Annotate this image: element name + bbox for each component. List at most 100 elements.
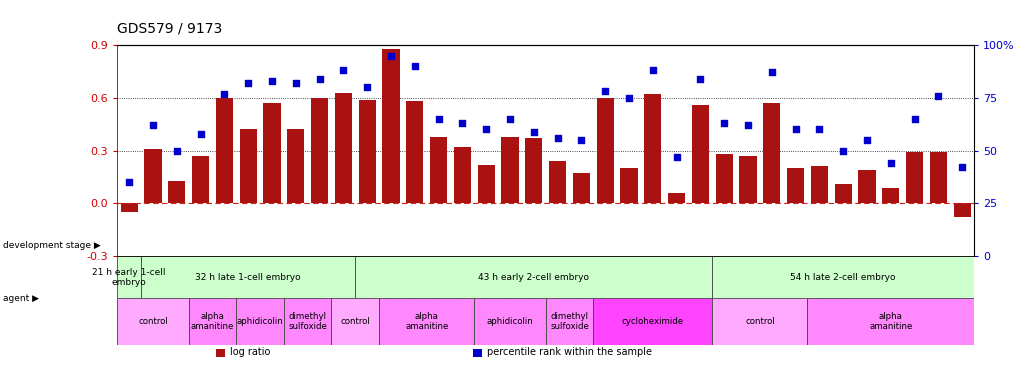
Bar (573, 174, 589, 203)
Bar (929, 152, 946, 203)
Bar (739, 156, 756, 203)
Bar (406, 101, 423, 203)
Text: log ratio: log ratio (230, 347, 270, 357)
Point (692, 76, 708, 82)
Text: cycloheximide: cycloheximide (622, 317, 683, 326)
Point (478, 126, 494, 132)
Point (763, 69, 780, 75)
Point (335, 68, 352, 74)
Bar (807, 298, 973, 345)
Text: 54 h late 2-cell embryo: 54 h late 2-cell embryo (790, 273, 895, 282)
Bar (216, 98, 232, 203)
Bar (620, 168, 637, 203)
Bar (501, 136, 518, 203)
Text: alpha
amanitine: alpha amanitine (868, 312, 912, 331)
Bar (283, 298, 331, 345)
Point (193, 131, 209, 137)
Point (407, 63, 423, 69)
Bar (382, 48, 399, 203)
Bar (525, 138, 542, 203)
Text: 32 h late 1-cell embryo: 32 h late 1-cell embryo (196, 273, 301, 282)
Point (216, 91, 232, 97)
Bar (379, 298, 474, 345)
Point (311, 76, 327, 82)
Bar (189, 298, 236, 345)
Text: aphidicolin: aphidicolin (236, 317, 283, 326)
Bar (192, 156, 209, 203)
Point (525, 129, 541, 135)
Bar (858, 170, 874, 203)
Bar (834, 184, 851, 203)
Point (168, 148, 184, 154)
Point (549, 135, 566, 141)
Bar (168, 180, 185, 203)
Text: control: control (340, 317, 370, 326)
Bar (715, 154, 732, 203)
Bar (711, 298, 807, 345)
Bar (216, 349, 225, 357)
Point (787, 126, 803, 132)
Point (121, 179, 138, 185)
Text: 43 h early 2-cell embryo: 43 h early 2-cell embryo (478, 273, 589, 282)
Bar (263, 103, 280, 203)
Bar (881, 188, 899, 203)
Point (596, 88, 612, 94)
Text: aphidicolin: aphidicolin (486, 317, 533, 326)
Bar (545, 298, 593, 345)
Bar (120, 203, 138, 212)
Bar (548, 161, 566, 203)
Bar (311, 98, 328, 203)
Bar (453, 147, 471, 203)
Bar (473, 349, 482, 357)
Bar (711, 256, 973, 298)
Point (264, 78, 280, 84)
Bar (810, 166, 827, 203)
Bar (787, 168, 803, 203)
Point (501, 116, 518, 122)
Bar (239, 129, 257, 203)
Point (953, 165, 969, 171)
Bar (141, 256, 355, 298)
Bar (117, 256, 141, 298)
Point (810, 126, 826, 132)
Point (145, 122, 161, 128)
Text: percentile rank within the sample: percentile rank within the sample (487, 347, 652, 357)
Text: alpha
amanitine: alpha amanitine (191, 312, 234, 331)
Bar (905, 152, 922, 203)
Text: GDS579 / 9173: GDS579 / 9173 (117, 22, 222, 36)
Bar (331, 298, 379, 345)
Point (881, 160, 898, 166)
Text: dimethyl
sulfoxide: dimethyl sulfoxide (549, 312, 588, 331)
Bar (236, 298, 283, 345)
Bar (691, 105, 708, 203)
Text: agent ▶: agent ▶ (3, 294, 39, 303)
Bar (474, 298, 545, 345)
Point (239, 80, 256, 86)
Point (287, 80, 304, 86)
Bar (430, 136, 446, 203)
Point (621, 95, 637, 101)
Point (430, 116, 446, 122)
Point (929, 93, 946, 99)
Point (382, 53, 398, 58)
Point (453, 120, 470, 126)
Bar (355, 256, 711, 298)
Bar (596, 98, 613, 203)
Bar (667, 193, 685, 203)
Point (667, 154, 684, 160)
Text: control: control (138, 317, 168, 326)
Point (739, 122, 755, 128)
Bar (644, 94, 660, 203)
Text: 21 h early 1-cell
embryо: 21 h early 1-cell embryо (93, 268, 166, 287)
Bar (762, 103, 780, 203)
Text: development stage ▶: development stage ▶ (3, 241, 101, 250)
Bar (117, 298, 189, 345)
Point (906, 116, 922, 122)
Text: alpha
amanitine: alpha amanitine (405, 312, 448, 331)
Point (359, 84, 375, 90)
Bar (953, 203, 970, 217)
Point (858, 137, 874, 143)
Point (573, 137, 589, 143)
Point (644, 68, 660, 74)
Text: dimethyl
sulfoxide: dimethyl sulfoxide (288, 312, 327, 331)
